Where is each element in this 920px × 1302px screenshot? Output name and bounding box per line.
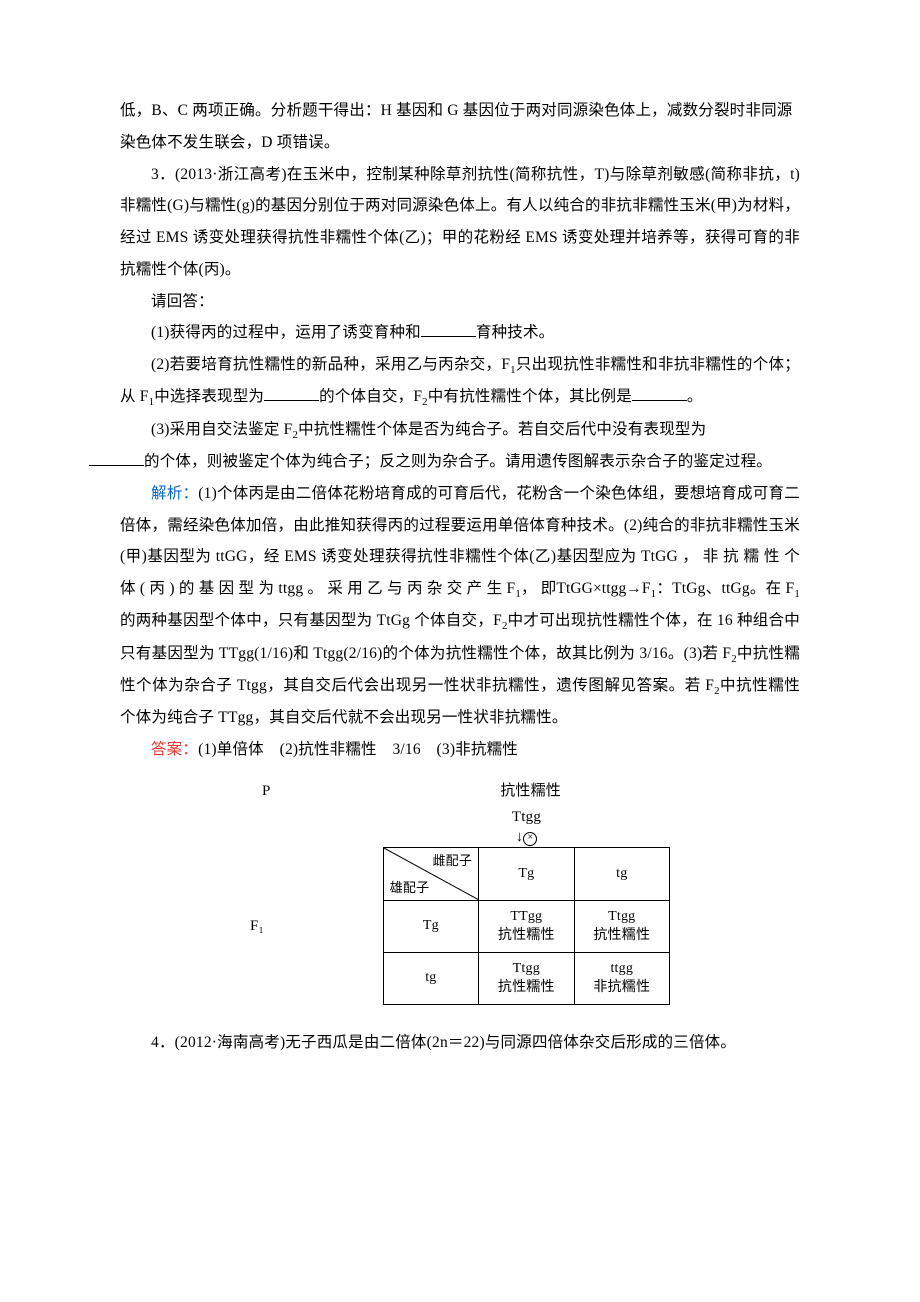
blank bbox=[264, 385, 319, 402]
gamete-header: 雌配子 雄配子 bbox=[383, 848, 478, 901]
txt: ：TtGg、ttGg。在 F bbox=[656, 580, 794, 597]
q3-1-b: 育种技术。 bbox=[476, 324, 555, 341]
punnett-table: 雌配子 雄配子 Tg tg Tg TTgg抗性糯性 Ttgg抗性糯性 tg Tt… bbox=[383, 847, 670, 1005]
q3-hint: 请回答： bbox=[120, 286, 800, 318]
q3-sub3: (3)采用自交法鉴定 F2中抗性糯性个体是否为纯合子。若自交后代中没有表现型为的… bbox=[120, 414, 800, 478]
q4-stem: 4．(2012·海南高考)无子西瓜是由二倍体(2n＝22)与同源四倍体杂交后形成… bbox=[120, 1027, 800, 1059]
parent-genotype: Ttgg bbox=[383, 807, 670, 828]
answer-label: 答案： bbox=[151, 741, 198, 758]
txt: 中选择表现型为 bbox=[154, 388, 264, 405]
parent-phenotype: 抗性糯性 bbox=[391, 776, 670, 807]
q3-1-a: (1)获得丙的过程中，运用了诱变育种和 bbox=[151, 324, 421, 341]
analysis-label: 解析： bbox=[151, 485, 198, 502]
txt: (1)单倍体 (2)抗性非糯性 3/16 (3)非抗糯性 bbox=[198, 741, 518, 758]
txt: 。 bbox=[687, 388, 703, 405]
col-head-Tg: Tg bbox=[479, 848, 574, 901]
txt: 的个体自交，F bbox=[319, 388, 422, 405]
row-head-Tg: Tg bbox=[383, 901, 478, 953]
prev-answer-tail: 低，B、C 两项正确。分析题干得出：H 基因和 G 基因位于两对同源染色体上，减… bbox=[120, 95, 800, 159]
down-arrow-icon: ↓ bbox=[516, 829, 524, 845]
parent-label: P bbox=[250, 776, 391, 807]
q3-sub1: (1)获得丙的过程中，运用了诱变育种和 育种技术。 bbox=[120, 317, 800, 349]
q3-stem: 3．(2013·浙江高考)在玉米中，控制某种除草剂抗性(简称抗性，T)与除草剂敏… bbox=[120, 159, 800, 286]
cell-12: Ttgg抗性糯性 bbox=[574, 901, 669, 953]
blank bbox=[421, 321, 476, 338]
col-head-tg: tg bbox=[574, 848, 669, 901]
txt: 的个体，则被鉴定个体为纯合子；反之则为杂合子。请用遗传图解表示杂合子的鉴定过程。 bbox=[144, 453, 772, 470]
txt: 的两种基因型个体中，只有基因型为 TtGg 个体自交，F bbox=[120, 612, 502, 629]
txt: (2)若要培育抗性糯性的新品种，采用乙与丙杂交，F bbox=[151, 356, 510, 373]
txt: (3)采用自交法鉴定 F bbox=[151, 421, 292, 438]
txt: 中抗性糯性个体是否为纯合子。若自交后代中没有表现型为 bbox=[298, 421, 706, 438]
txt: ， 即TtGG×ttgg→F bbox=[521, 580, 651, 597]
q3-answer: 答案：(1)单倍体 (2)抗性非糯性 3/16 (3)非抗糯性 bbox=[120, 734, 800, 766]
male-gamete-label: 雄配子 bbox=[390, 879, 430, 897]
cell-22: ttgg非抗糯性 bbox=[574, 953, 669, 1005]
blank bbox=[89, 450, 144, 467]
q3-analysis: 解析：(1)个体丙是由二倍体花粉培育成的可育后代，花粉含一个染色体组，要想培育成… bbox=[120, 478, 800, 734]
self-cross-icon: × bbox=[523, 832, 537, 846]
cell-11: TTgg抗性糯性 bbox=[479, 901, 574, 953]
female-gamete-label: 雌配子 bbox=[432, 852, 472, 870]
f1-label: F₁ bbox=[250, 911, 300, 942]
q3-sub2: (2)若要培育抗性糯性的新品种，采用乙与丙杂交，F1只出现抗性非糯性和非抗非糯性… bbox=[120, 349, 800, 414]
blank bbox=[632, 385, 687, 402]
cell-21: Ttgg抗性糯性 bbox=[479, 953, 574, 1005]
self-cross-arrow: ↓× bbox=[383, 828, 670, 848]
punnett-diagram: P 抗性糯性 Ttgg ↓× F₁ 雌配子 雄配子 Tg tg Tg bbox=[250, 776, 670, 1005]
txt: 中有抗性糯性个体，其比例是 bbox=[428, 388, 632, 405]
row-head-tg: tg bbox=[383, 953, 478, 1005]
